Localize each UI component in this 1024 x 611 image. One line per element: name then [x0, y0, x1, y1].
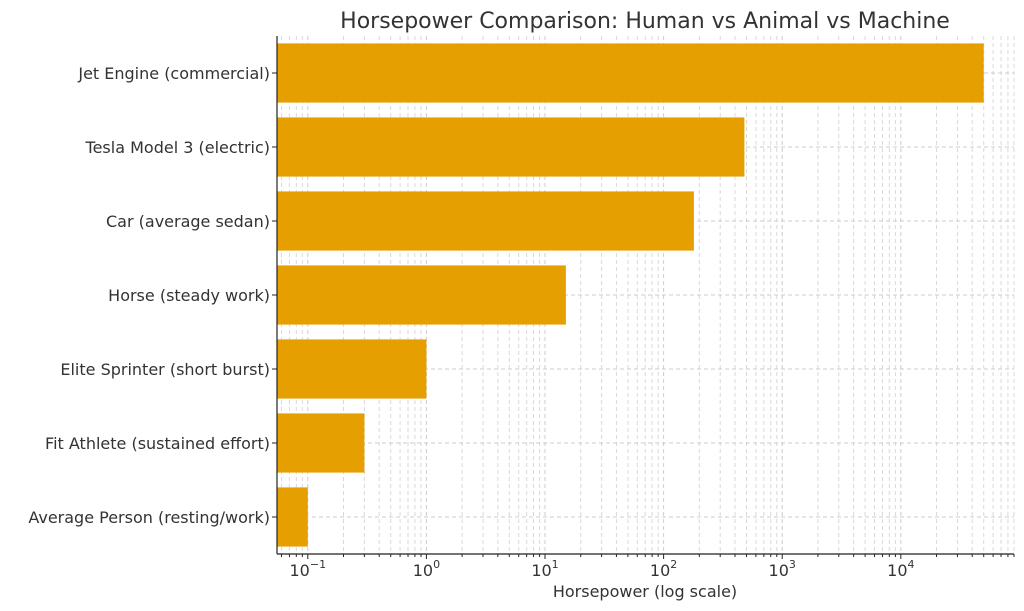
axes — [276, 36, 1014, 555]
category-label: Fit Athlete (sustained effort) — [45, 434, 270, 453]
category-label: Elite Sprinter (short burst) — [60, 360, 270, 379]
x-tick-label: 10−1 — [290, 558, 327, 580]
bar — [277, 487, 308, 547]
category-labels: Jet Engine (commercial) Tesla Model 3 (el… — [28, 64, 277, 527]
x-tick-label: 102 — [650, 558, 677, 580]
bar — [277, 43, 984, 103]
category-label: Jet Engine (commercial) — [77, 64, 270, 83]
bar — [277, 265, 566, 325]
category-label: Average Person (resting/work) — [28, 508, 270, 527]
bar — [277, 339, 427, 399]
x-axis-label: Horsepower (log scale) — [553, 582, 737, 601]
bars — [277, 43, 984, 547]
x-tick-label: 104 — [887, 558, 914, 580]
category-label: Tesla Model 3 (electric) — [85, 138, 270, 157]
x-tick-label: 103 — [769, 558, 796, 580]
chart-title: Horsepower Comparison: Human vs Animal v… — [340, 9, 950, 34]
bar — [277, 191, 694, 251]
x-tick-label: 101 — [531, 558, 558, 580]
bar — [277, 117, 745, 177]
bar — [277, 413, 365, 473]
category-label: Car (average sedan) — [106, 212, 270, 231]
x-tick-label: 100 — [413, 558, 440, 580]
category-label: Horse (steady work) — [108, 286, 270, 305]
x-axis-ticks: 10−1 100 101 102 103 104 — [280, 554, 1015, 580]
